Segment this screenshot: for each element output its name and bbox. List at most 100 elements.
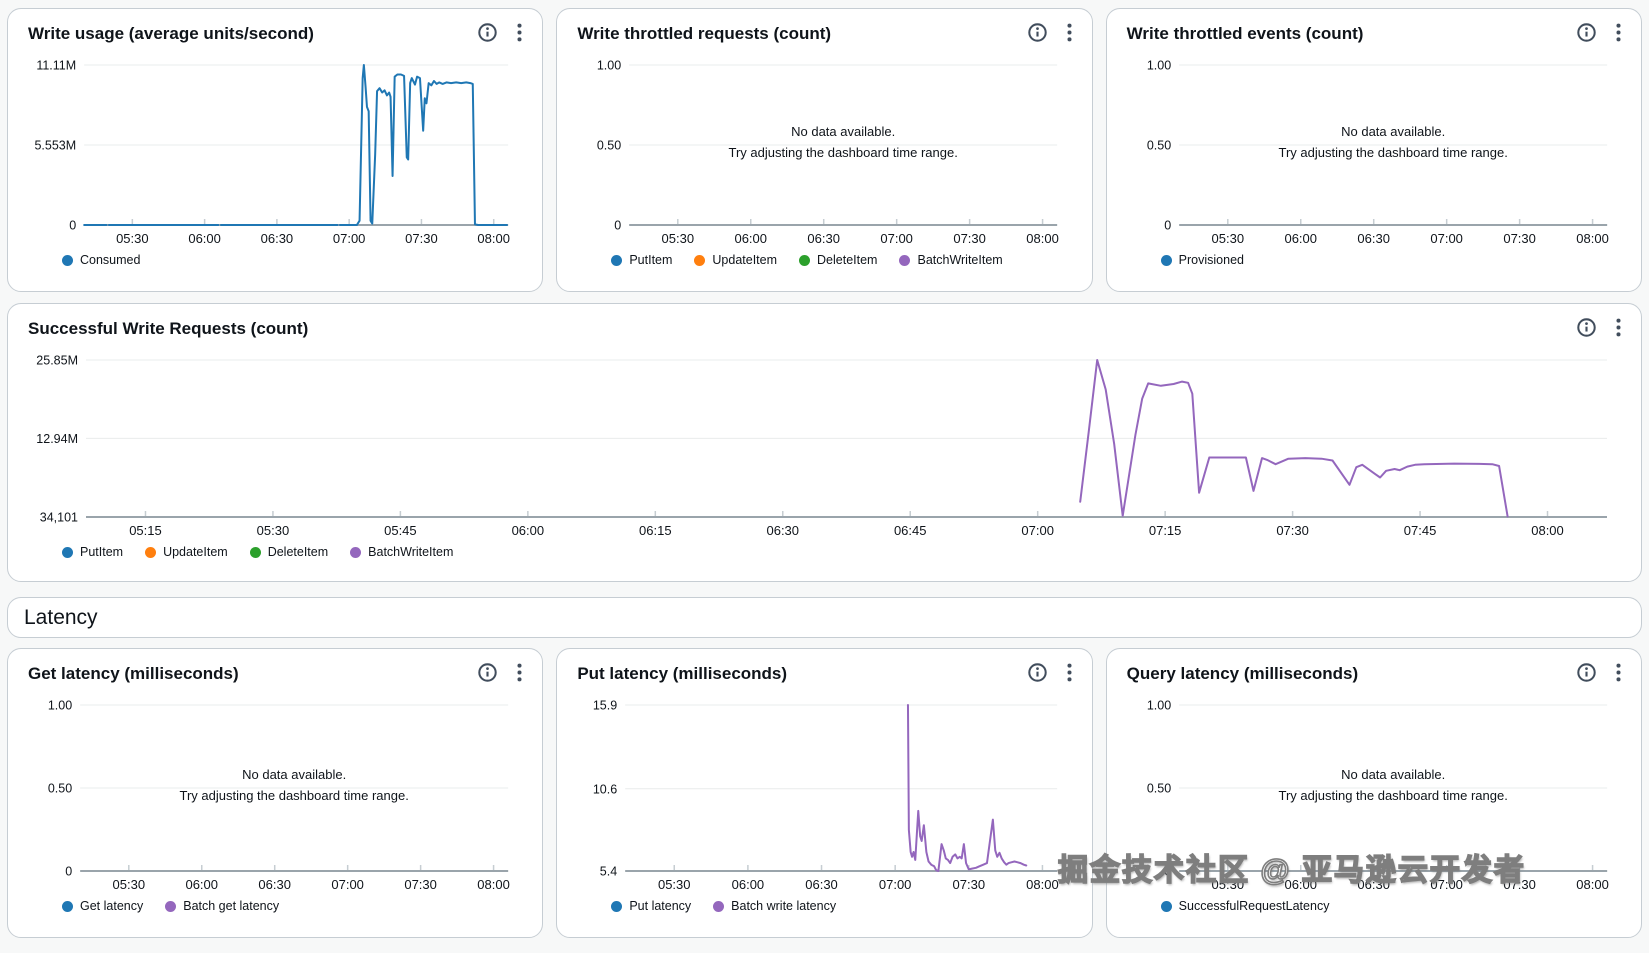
write-throttled-requests-chart[interactable]: 1.00 0.50 0 05:30 06:00 06:30 07:00 07:30 08:00 N… — [575, 49, 1073, 251]
legend-label: Put latency — [629, 899, 692, 913]
legend-item[interactable]: PutItem — [611, 253, 672, 267]
middle-row: Successful Write Requests (count) 25.85M… — [7, 303, 1642, 582]
legend-item[interactable]: DeleteItem — [799, 253, 877, 267]
x-axis-label: 07:00 — [333, 231, 366, 246]
x-axis-label: 07:00 — [331, 877, 364, 892]
x-axis-label: 06:00 — [1284, 877, 1317, 892]
y-axis-label: 5.4 — [600, 865, 617, 879]
panel-title: Successful Write Requests (count) — [28, 319, 309, 338]
legend-label: UpdateItem — [712, 253, 778, 267]
legend-label: Batch write latency — [731, 899, 837, 913]
panel-successful-write-requests: Successful Write Requests (count) 25.85M… — [7, 303, 1642, 582]
legend-item[interactable]: BatchWriteItem — [350, 545, 453, 559]
legend-item[interactable]: Put latency — [611, 899, 691, 913]
y-axis-label: 15.9 — [593, 699, 617, 713]
legend-item[interactable]: Provisioned — [1160, 253, 1244, 267]
y-axis-label: 0 — [615, 219, 622, 233]
series-line — [83, 64, 508, 226]
y-axis-label: 1.00 — [48, 699, 72, 713]
legend-item[interactable]: Batch get latency — [165, 899, 279, 913]
legend-item[interactable]: UpdateItem — [694, 253, 777, 267]
legend-color-dot — [62, 546, 73, 558]
write-usage-chart[interactable]: 11.11M 5.553M 0 05:30 06:00 06:30 07:00 07:30 08… — [26, 49, 524, 251]
panel-header: Successful Write Requests (count) — [26, 316, 1623, 344]
legend-item[interactable]: BatchWriteItem — [899, 253, 1003, 267]
no-data-message-line1: No data available. — [1341, 767, 1445, 782]
latency-section-header: Latency — [7, 597, 1642, 638]
panel-header: Write throttled requests (count) — [575, 21, 1073, 49]
legend-item[interactable]: PutItem — [62, 545, 123, 559]
legend-item[interactable]: DeleteItem — [249, 545, 328, 559]
legend-item[interactable]: Consumed — [62, 253, 140, 267]
series-line — [1079, 359, 1509, 518]
legend-item[interactable]: Batch write latency — [713, 899, 836, 913]
x-axis-label: 07:30 — [954, 231, 987, 246]
chart-legend: Consumed — [62, 253, 524, 267]
info-icon[interactable] — [1577, 663, 1596, 682]
legend-color-dot — [145, 546, 157, 558]
legend-color-dot — [1160, 254, 1172, 266]
legend-color-dot — [611, 254, 623, 266]
x-axis-label: 06:15 — [639, 523, 672, 538]
kebab-menu-icon[interactable] — [1067, 663, 1072, 682]
panel-write-throttled-requests: Write throttled requests (count) 1.00 0.5… — [556, 8, 1093, 292]
panel-title: Write usage (average units/second) — [28, 24, 314, 43]
x-axis-label: 07:00 — [879, 877, 912, 892]
put-latency-chart[interactable]: 15.9 10.6 5.4 05:30 06:00 06:30 07:00 07:30 08:0… — [575, 689, 1073, 897]
x-axis-label: 07:30 — [405, 231, 438, 246]
info-icon[interactable] — [1027, 23, 1047, 42]
x-axis-label: 05:30 — [257, 523, 290, 538]
x-axis-label: 08:00 — [477, 231, 510, 246]
y-axis-label: 0 — [69, 219, 76, 233]
x-axis-label: 05:45 — [384, 523, 417, 538]
successful-write-requests-chart[interactable]: 25.85M 12.94M 34,101 05:15 05:30 05:45 06:00 06… — [26, 344, 1623, 543]
legend-color-dot — [165, 900, 177, 912]
no-data-message-line1: No data available. — [242, 767, 346, 782]
kebab-menu-icon[interactable] — [1616, 318, 1621, 337]
y-axis-label: 25.85M — [36, 354, 78, 368]
top-row: Write usage (average units/second) 11.11… — [7, 8, 1642, 292]
kebab-menu-icon[interactable] — [1616, 663, 1621, 682]
panel-actions — [478, 23, 524, 42]
panel-actions — [1027, 23, 1074, 42]
x-axis-label: 06:00 — [512, 523, 545, 538]
info-icon[interactable] — [1027, 663, 1047, 682]
y-axis-label: 1.00 — [1146, 59, 1170, 73]
kebab-menu-icon[interactable] — [517, 23, 522, 42]
get-latency-chart[interactable]: 1.00 0.50 0 05:30 06:00 06:30 07:00 07:30 08:00 N… — [26, 689, 524, 897]
legend-item[interactable]: Get latency — [62, 899, 143, 913]
kebab-menu-icon[interactable] — [1067, 23, 1072, 42]
x-axis-label: 06:30 — [1357, 231, 1390, 246]
no-data-message-line2: Try adjusting the dashboard time range. — [1278, 145, 1507, 160]
y-axis-label: 5.553M — [34, 139, 76, 153]
y-axis-label: 0 — [1164, 865, 1171, 879]
x-axis-label: 06:30 — [1357, 877, 1390, 892]
y-axis-label: 0.50 — [48, 782, 72, 796]
panel-header: Write throttled events (count) — [1125, 21, 1623, 49]
write-throttled-events-chart[interactable]: 1.00 0.50 0 05:30 06:00 06:30 07:00 07:30 08:00 N… — [1125, 49, 1623, 251]
legend-item[interactable]: UpdateItem — [145, 545, 228, 559]
kebab-menu-icon[interactable] — [1616, 23, 1621, 42]
x-axis-label: 05:30 — [113, 877, 146, 892]
info-icon[interactable] — [1577, 23, 1596, 42]
kebab-menu-icon[interactable] — [517, 663, 522, 682]
x-axis-label: 05:30 — [1211, 231, 1244, 246]
x-axis-label: 07:45 — [1404, 523, 1437, 538]
y-axis-label: 0 — [65, 865, 72, 879]
x-axis-label: 07:00 — [1430, 231, 1463, 246]
legend-label: DeleteItem — [817, 253, 878, 267]
info-icon[interactable] — [478, 663, 498, 682]
x-axis-label: 05:30 — [1211, 877, 1244, 892]
info-icon[interactable] — [1577, 318, 1596, 337]
panel-actions — [1577, 23, 1623, 42]
panel-header: Write usage (average units/second) — [26, 21, 524, 49]
x-axis-label: 07:30 — [404, 877, 437, 892]
legend-color-dot — [799, 254, 811, 266]
y-axis-label: 0.50 — [1146, 139, 1170, 153]
query-latency-chart[interactable]: 1.00 0.50 0 05:30 06:00 06:30 07:00 07:30 08:00 N… — [1125, 689, 1623, 897]
legend-item[interactable]: SuccessfulRequestLatency — [1160, 899, 1329, 913]
legend-label: Consumed — [80, 253, 141, 267]
x-axis-label: 07:30 — [1503, 231, 1536, 246]
info-icon[interactable] — [478, 23, 498, 42]
series-line — [907, 704, 1028, 872]
